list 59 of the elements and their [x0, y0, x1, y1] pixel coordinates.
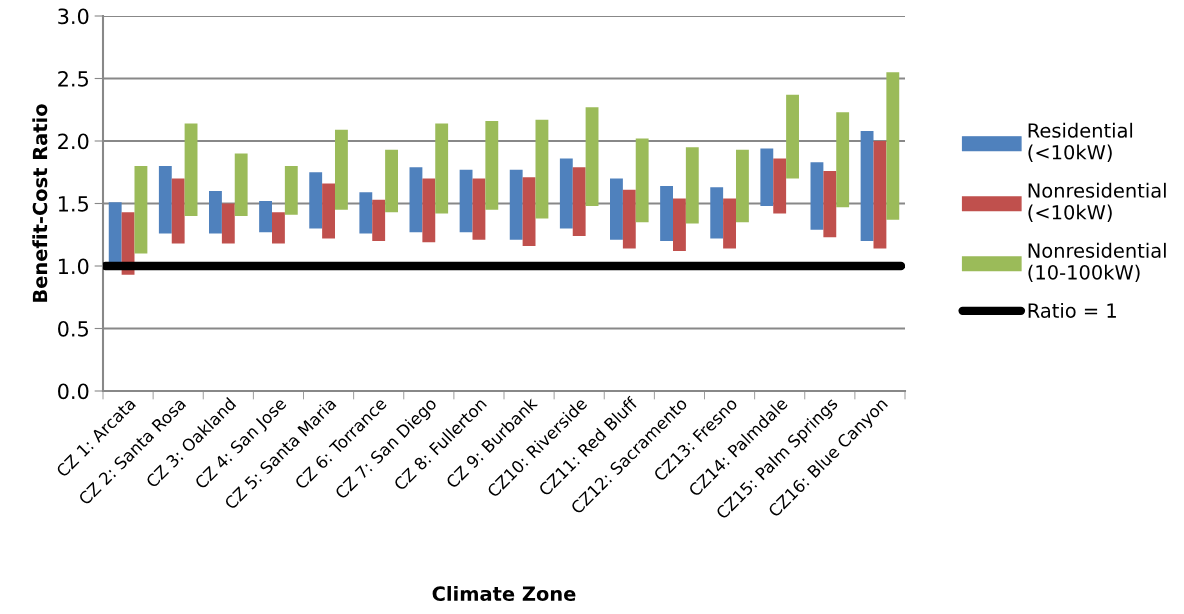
bar [723, 198, 736, 249]
bar [422, 178, 436, 243]
x-axis-title: Climate Zone [432, 586, 576, 602]
bar [673, 198, 686, 251]
bar [823, 171, 837, 238]
bar [685, 147, 699, 224]
bar [158, 166, 172, 234]
bar [485, 121, 499, 210]
y-tick-label: 0.0 [58, 383, 89, 400]
bar [435, 123, 449, 214]
bar [509, 169, 523, 240]
bar [459, 169, 473, 233]
bar [836, 112, 850, 208]
legend-label: Nonresidential (<10kW) [1028, 182, 1166, 222]
bar [810, 162, 824, 230]
bar [284, 166, 298, 215]
bar [234, 153, 248, 216]
bar [385, 149, 398, 213]
bar [572, 167, 586, 236]
bar [635, 138, 649, 223]
bar [272, 212, 285, 244]
y-tick-label: 2.5 [58, 70, 88, 87]
bar [309, 172, 323, 229]
bar [773, 158, 787, 214]
bar [610, 178, 623, 240]
y-tick-label: 2.0 [58, 133, 89, 150]
bar [359, 192, 373, 234]
bar [372, 199, 386, 241]
bar [171, 178, 185, 244]
bar [472, 178, 486, 240]
bar [786, 94, 799, 179]
bar [322, 183, 335, 239]
bar [760, 148, 774, 206]
y-tick-label: 0.5 [58, 320, 88, 337]
bar [335, 129, 348, 210]
legend-label: Ratio = 1 [1028, 302, 1116, 318]
bar [660, 186, 673, 241]
bar [710, 187, 724, 239]
bar [886, 72, 900, 220]
y-tick-label: 1.0 [58, 258, 89, 275]
bar [860, 131, 874, 241]
bar [622, 189, 636, 249]
bar [221, 203, 235, 244]
bar [134, 166, 148, 254]
bar [522, 177, 536, 246]
bar [184, 123, 198, 216]
y-tick-label: 1.5 [58, 196, 88, 212]
bar [535, 119, 549, 219]
y-axis-title: Benefit-Cost Ratio [32, 104, 48, 302]
bar [259, 201, 272, 233]
bar [873, 141, 887, 249]
bar [409, 167, 423, 233]
legend-label: Nonresidential (10-100kW) [1028, 242, 1166, 282]
y-tick-label: 3.0 [58, 8, 89, 25]
legend-label: Residential (<10kW) [1028, 122, 1133, 162]
bar [736, 149, 749, 223]
bar [585, 107, 599, 206]
bar [559, 158, 573, 229]
bar [209, 191, 222, 234]
